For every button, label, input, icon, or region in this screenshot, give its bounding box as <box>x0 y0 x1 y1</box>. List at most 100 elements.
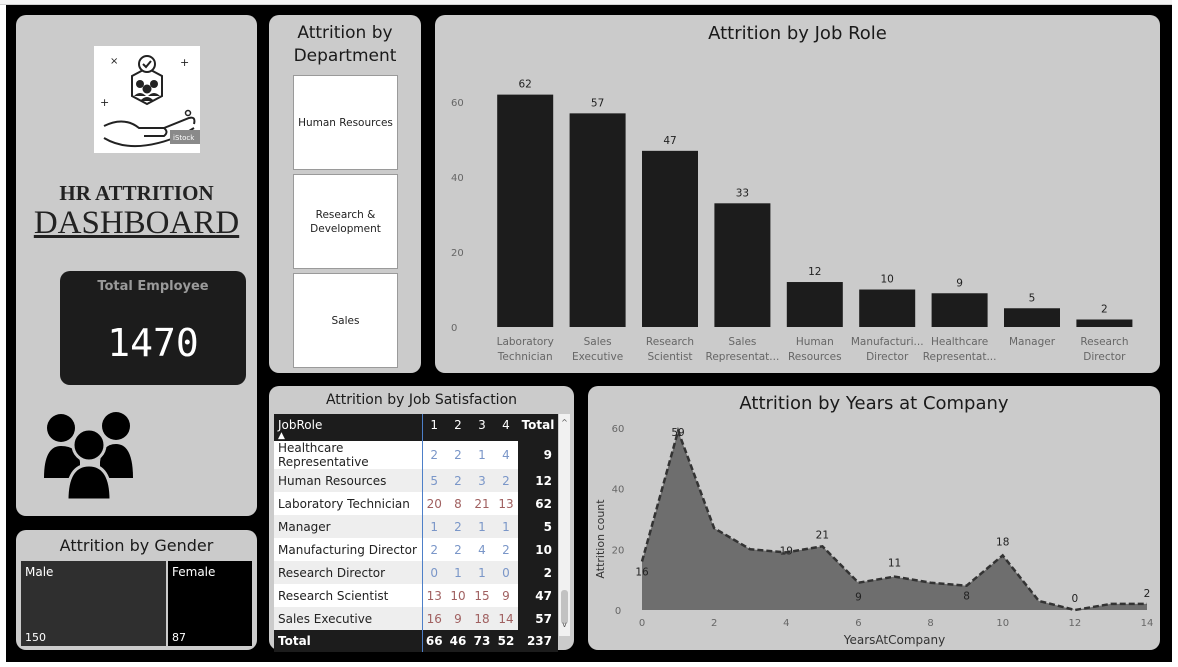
slicer-item-label: Human Resources <box>298 116 393 129</box>
years-chart-title: Attrition by Years at Company <box>739 393 1009 414</box>
y-tick-label: 60 <box>451 98 464 109</box>
job-role-chart-title: Attrition by Job Role <box>708 23 887 44</box>
header-total[interactable]: Total <box>518 414 558 441</box>
table-row[interactable]: Sales Executive 16 9 18 14 57 <box>274 607 558 630</box>
x-tick-label: Manager <box>1009 336 1056 348</box>
y-tick-label: 0 <box>451 323 457 334</box>
jobrole-cell: Healthcare Representative <box>274 441 422 469</box>
scroll-up-icon[interactable]: ^ <box>561 418 568 427</box>
x-tick-label-line2: Director <box>1083 351 1126 363</box>
summary-panel: × + + iStock HR ATTRITION DASHBOARD Tota… <box>16 15 257 516</box>
header-sat-3[interactable]: 3 <box>470 414 494 441</box>
dashboard-title-line1: HR ATTRITION <box>59 181 214 205</box>
satisfaction-cell: 13 <box>494 492 518 515</box>
satisfaction-cell: 10 <box>446 584 470 607</box>
header-sat-1[interactable]: 1 <box>421 414 446 441</box>
satisfaction-cell: 2 <box>446 469 470 492</box>
table-row[interactable]: Manager 1 2 1 1 5 <box>274 515 558 538</box>
point-data-label: 19 <box>780 545 793 557</box>
svg-text:+: + <box>180 56 189 69</box>
scroll-thumb[interactable] <box>561 590 568 624</box>
bar-2 <box>642 150 698 327</box>
table-row[interactable]: Healthcare Representative 2 2 1 4 9 <box>274 441 558 469</box>
satisfaction-cell: 5 <box>421 469 446 492</box>
x-tick-label: 12 <box>1068 618 1081 629</box>
header-sat-2[interactable]: 2 <box>446 414 470 441</box>
jobrole-cell: Laboratory Technician <box>274 492 422 515</box>
total-employee-label: Total Employee <box>97 279 209 294</box>
bar-7 <box>1004 308 1060 327</box>
job-role-bar-chart: 0 20 40 60 62 Laboratory Technician 57 Sales Exec… <box>451 79 1133 363</box>
satisfaction-cell: 2 <box>446 538 470 561</box>
point-data-label: 8 <box>963 591 970 603</box>
jobrole-cell: Research Scientist <box>274 584 422 607</box>
x-tick-label: 6 <box>855 618 861 629</box>
satisfaction-cell: 13 <box>421 584 446 607</box>
row-total-cell: 5 <box>518 515 558 538</box>
area-fill <box>642 431 1147 610</box>
gender-treemap-male[interactable]: Male 150 <box>21 561 166 646</box>
x-tick-label-line2: Resources <box>788 351 842 363</box>
female-value: 87 <box>172 631 186 644</box>
x-tick-label: Research <box>1080 336 1128 348</box>
x-axis-title: YearsAtCompany <box>843 633 945 647</box>
x-tick-label: 8 <box>927 618 933 629</box>
x-tick-label: Research <box>646 336 694 348</box>
svg-text:iStock: iStock <box>173 134 195 142</box>
x-tick-label: Healthcare <box>931 336 988 348</box>
matrix-scrollbar[interactable]: ^ v <box>559 414 570 636</box>
bar-data-label: 9 <box>956 277 963 289</box>
slicer-item-label: Research & <box>315 208 376 221</box>
bar-1 <box>569 113 626 327</box>
satisfaction-cell: 21 <box>470 492 494 515</box>
slicer-item-sales[interactable]: Sales <box>293 273 398 368</box>
table-row[interactable]: Laboratory Technician 20 8 21 13 62 <box>274 492 558 515</box>
grand-total-cell: 237 <box>518 630 558 652</box>
jobrole-cell: Human Resources <box>274 469 422 492</box>
satisfaction-cell: 2 <box>421 441 446 469</box>
bar-data-label: 10 <box>881 274 894 286</box>
point-data-label: 11 <box>888 558 901 570</box>
x-tick-label-line2: Representat... <box>706 351 780 363</box>
svg-text:×: × <box>110 56 118 67</box>
slicer-item-human-resources[interactable]: Human Resources <box>293 75 398 170</box>
dashboard-title-line2: DASHBOARD <box>33 205 240 241</box>
job-satisfaction-title: Attrition by Job Satisfaction <box>325 392 518 408</box>
jobrole-cell: Manufacturing Director <box>274 538 422 561</box>
x-tick-label: 4 <box>783 618 789 629</box>
bar-data-label: 47 <box>663 135 676 147</box>
slicer-item-research-development[interactable]: Research & Development <box>293 174 398 269</box>
satisfaction-cell: 0 <box>494 561 518 584</box>
right-edge <box>1172 0 1178 667</box>
satisfaction-cell: 18 <box>470 607 494 630</box>
satisfaction-cell: 2 <box>446 441 470 469</box>
header-sat-4[interactable]: 4 <box>494 414 518 441</box>
column-total-cell: 73 <box>470 630 494 652</box>
top-toolbar-strip <box>0 0 1178 5</box>
job-role-chart-panel: Attrition by Job Role 0 20 40 60 62 Laborator… <box>435 15 1160 373</box>
table-row[interactable]: Manufacturing Director 2 2 4 2 10 <box>274 538 558 561</box>
x-tick-label: Laboratory <box>497 336 554 348</box>
department-title-line2: Department <box>293 46 397 66</box>
bar-data-label: 5 <box>1029 292 1036 304</box>
table-row[interactable]: Research Scientist 13 10 15 9 47 <box>274 584 558 607</box>
job-satisfaction-matrix: JobRole ▲ 1 2 3 4 Total Healthcare Repres… <box>274 414 558 652</box>
table-row[interactable]: Research Director 0 1 1 0 2 <box>274 561 558 584</box>
satisfaction-cell: 1 <box>470 561 494 584</box>
satisfaction-cell: 1 <box>470 441 494 469</box>
row-total-cell: 2 <box>518 561 558 584</box>
scroll-down-icon[interactable]: v <box>562 620 567 629</box>
satisfaction-cell: 1 <box>421 515 446 538</box>
bar-6 <box>931 293 988 327</box>
point-data-label: 59 <box>671 427 684 439</box>
satisfaction-cell: 4 <box>494 441 518 469</box>
table-row[interactable]: Human Resources 5 2 3 2 12 <box>274 469 558 492</box>
gender-treemap-female[interactable]: Female 87 <box>168 561 252 646</box>
point-data-label: 21 <box>816 529 829 541</box>
satisfaction-cell: 8 <box>446 492 470 515</box>
bar-4 <box>786 282 843 327</box>
department-title-line1: Attrition by <box>297 23 393 43</box>
header-jobrole[interactable]: JobRole ▲ <box>274 414 422 441</box>
bar-data-label: 2 <box>1101 304 1108 316</box>
